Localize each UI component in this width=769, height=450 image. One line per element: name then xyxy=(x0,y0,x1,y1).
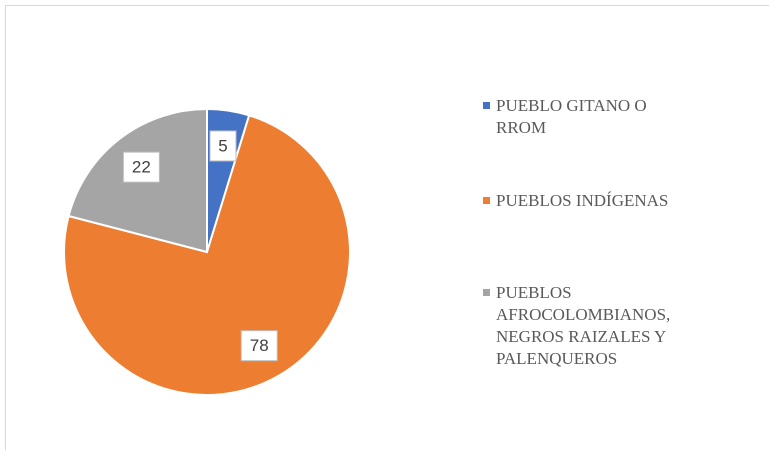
legend-item: PUEBLOS INDÍGENAS xyxy=(483,190,733,212)
data-label: 22 xyxy=(132,158,151,177)
data-label-box xyxy=(240,330,278,362)
pie-slice xyxy=(63,114,351,396)
legend-item: PUEBLO GITANO O RROM xyxy=(483,95,733,139)
legend-label: PUEBLOS INDÍGENAS xyxy=(496,191,669,210)
legend-label: PUEBLO GITANO O RROM xyxy=(496,96,647,137)
legend-swatch xyxy=(483,289,490,296)
data-label: 78 xyxy=(250,336,269,355)
data-label: 5 xyxy=(218,136,227,155)
legend-swatch xyxy=(483,197,490,204)
legend-swatch xyxy=(483,102,490,109)
legend-label: PUEBLOS AFROCOLOMBIANOS, NEGROS RAIZALES… xyxy=(496,283,671,368)
data-label-box xyxy=(209,130,237,162)
legend-item: PUEBLOS AFROCOLOMBIANOS, NEGROS RAIZALES… xyxy=(483,282,733,370)
data-label-box xyxy=(122,151,160,183)
